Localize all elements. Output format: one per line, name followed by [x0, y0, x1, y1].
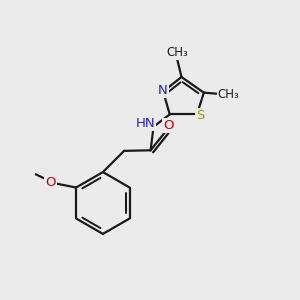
- Text: CH₃: CH₃: [218, 88, 239, 100]
- Text: O: O: [45, 176, 56, 189]
- Text: N: N: [158, 84, 167, 97]
- Text: CH₃: CH₃: [166, 46, 188, 59]
- Text: S: S: [196, 109, 204, 122]
- Text: HN: HN: [136, 117, 155, 130]
- Text: O: O: [163, 119, 173, 132]
